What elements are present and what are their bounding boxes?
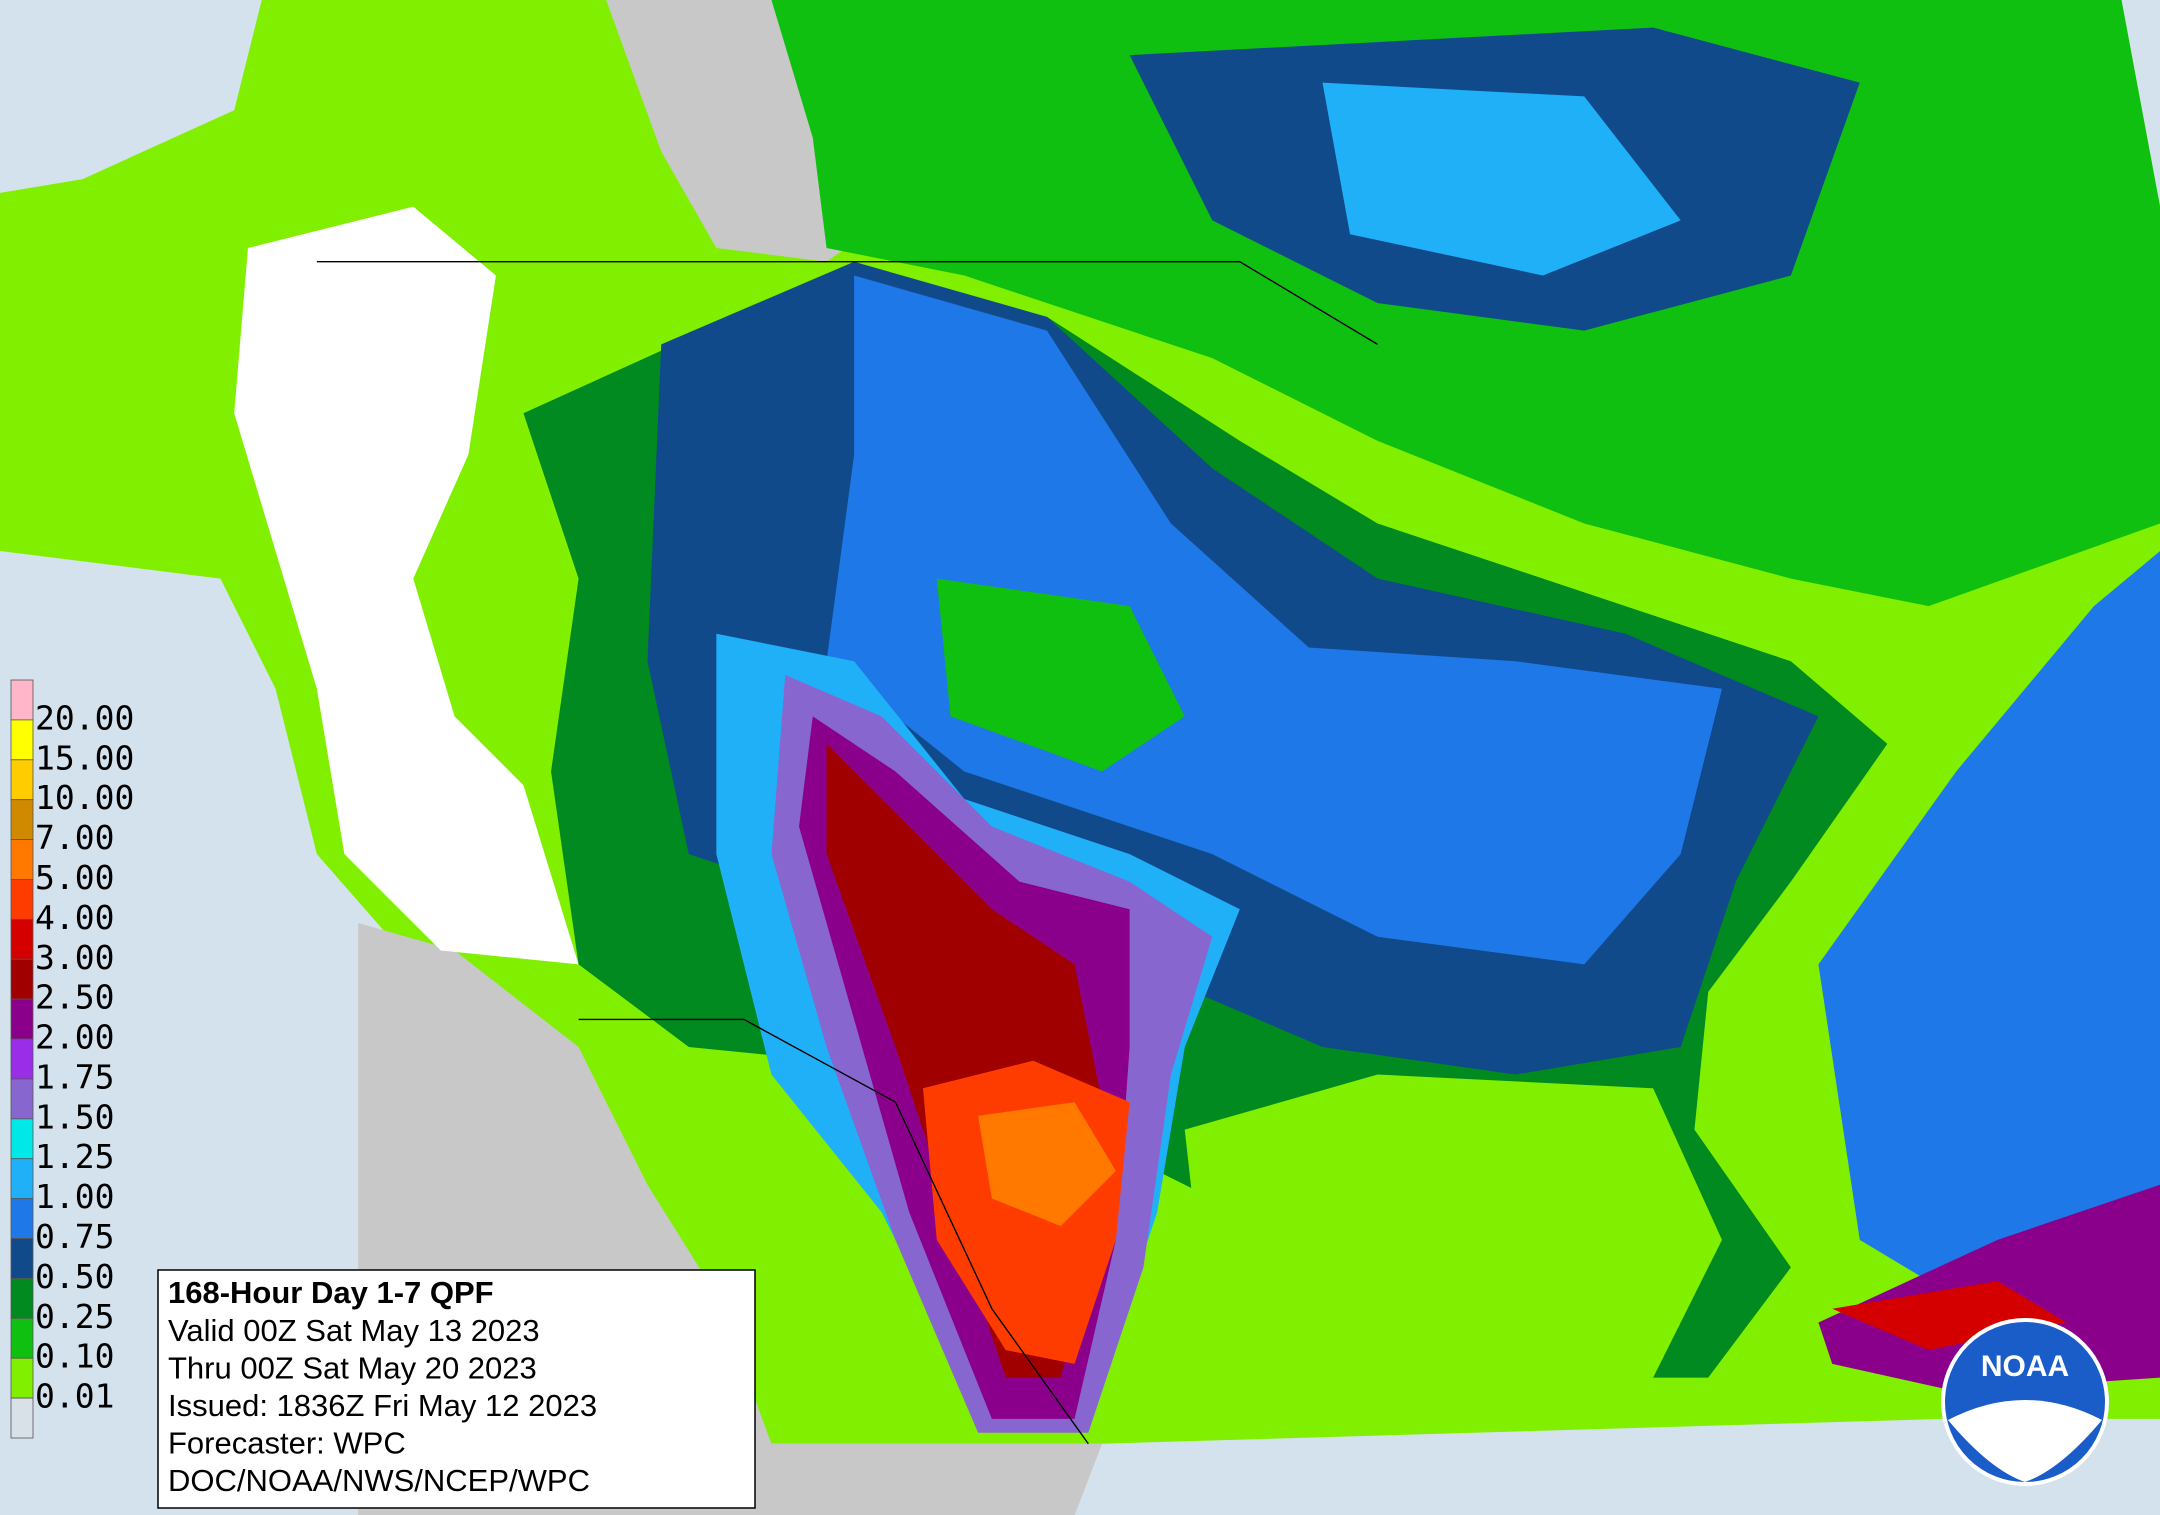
- legend-swatch: [10, 1238, 34, 1279]
- legend-label: 0.50: [35, 1257, 114, 1296]
- canada-light-blue: [1322, 82, 1681, 276]
- border-line: [316, 261, 1378, 345]
- legend-label: 15.00: [35, 738, 134, 777]
- legend-swatch: [10, 1397, 34, 1439]
- legend-swatch: [10, 799, 34, 840]
- legend-swatch: [10, 998, 34, 1040]
- atlantic-blue: [1818, 551, 2160, 1323]
- info-line: Thru 00Z Sat May 20 2023: [168, 1351, 537, 1386]
- legend-label: 4.00: [35, 898, 114, 937]
- legend-swatch: [10, 1078, 34, 1120]
- info-title: 168-Hour Day 1-7 QPF: [168, 1275, 494, 1310]
- legend-swatch: [10, 1357, 34, 1399]
- central-blue: [826, 275, 1722, 965]
- legend-label: 0.25: [35, 1297, 114, 1336]
- legend-swatch: [10, 839, 34, 880]
- legend-swatch: [10, 1317, 34, 1359]
- plains-green: [936, 578, 1185, 772]
- info-line: DOC/NOAA/NWS/NCEP/WPC: [168, 1463, 590, 1498]
- info-line: Issued: 1836Z Fri May 12 2023: [168, 1388, 597, 1423]
- info-line: Valid 00Z Sat May 13 2023: [168, 1313, 540, 1348]
- noaa-logo: NOAA: [1941, 1318, 2109, 1486]
- pacific-corner: [0, 0, 262, 193]
- legend-label: 7.00: [35, 818, 114, 857]
- legend-swatch: [10, 1118, 34, 1160]
- legend-swatch: [10, 679, 34, 721]
- legend-label: 1.50: [35, 1097, 114, 1136]
- gulf-light-green: [1184, 1074, 1722, 1419]
- legend-swatch: [10, 1158, 34, 1200]
- legend-swatch: [10, 1198, 34, 1239]
- legend-swatch: [10, 1278, 34, 1319]
- border-line: [578, 1018, 1089, 1445]
- legend-label: 20.00: [35, 698, 134, 737]
- logo-gull: [1948, 1400, 2102, 1482]
- legend-swatch: [10, 879, 34, 920]
- legend-label: 1.25: [35, 1137, 114, 1176]
- legend-swatch: [10, 918, 34, 960]
- legend-swatch: [10, 958, 34, 1000]
- legend-label: 2.50: [35, 978, 114, 1017]
- legend-label: 1.00: [35, 1177, 114, 1216]
- legend-label: 1.75: [35, 1057, 114, 1096]
- dry-west: [234, 206, 579, 965]
- legend-label: 0.01: [35, 1377, 114, 1416]
- legend-swatch: [10, 719, 34, 761]
- legend-label: 0.10: [35, 1337, 114, 1376]
- legend-swatch: [10, 1038, 34, 1080]
- legend-label: 5.00: [35, 858, 114, 897]
- logo-text: NOAA: [1981, 1350, 2069, 1383]
- legend-swatch: [10, 759, 34, 801]
- legend-label: 2.00: [35, 1018, 114, 1057]
- legend-label: 10.00: [35, 778, 134, 817]
- info-box-frame: [157, 1269, 756, 1509]
- info-line: Forecaster: WPC: [168, 1426, 406, 1461]
- texas-orange: [978, 1102, 1116, 1227]
- legend-label: 0.75: [35, 1217, 114, 1256]
- legend: 20.0015.0010.007.005.004.003.002.502.001…: [10, 679, 134, 1439]
- info-box: 168-Hour Day 1-7 QPF Valid 00Z Sat May 1…: [157, 1269, 756, 1509]
- legend-label: 3.00: [35, 938, 114, 977]
